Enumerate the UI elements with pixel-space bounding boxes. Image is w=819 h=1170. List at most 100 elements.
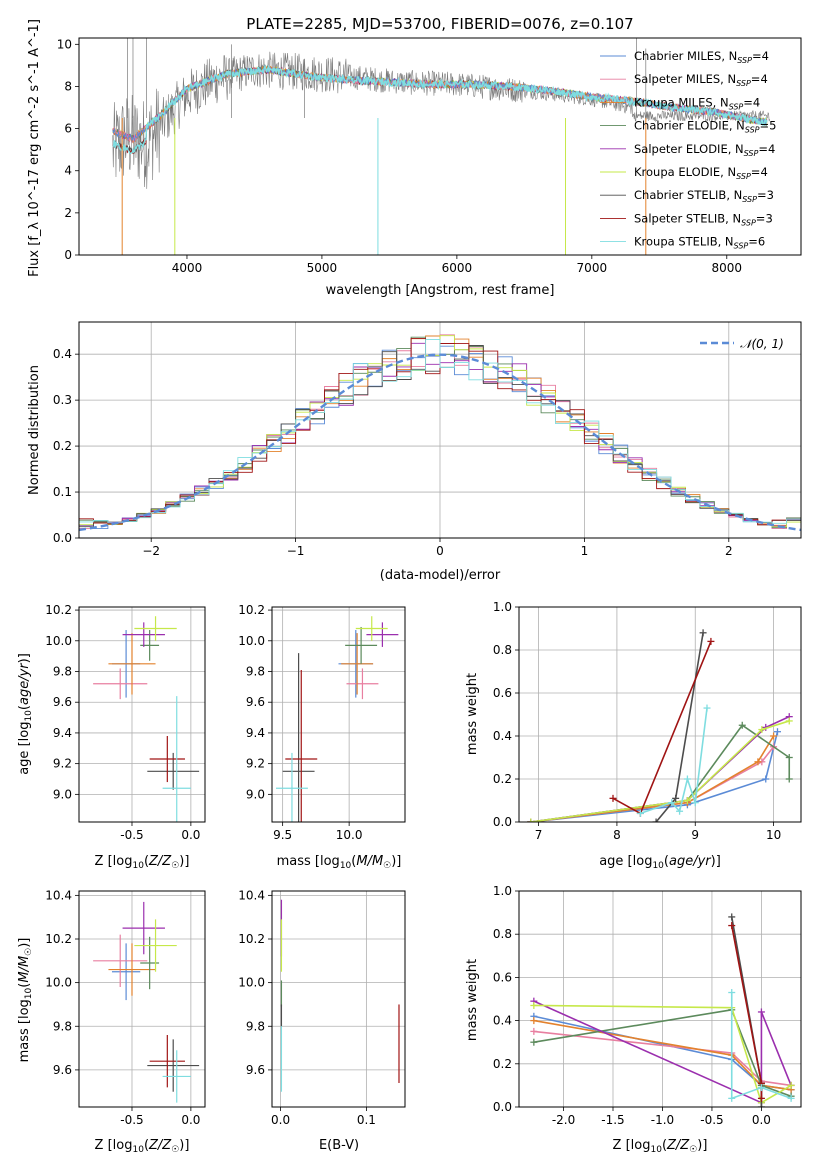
mass-weight-line	[533, 1008, 792, 1097]
label-part: 10	[652, 861, 664, 871]
x-tick-label: 0.1	[357, 1113, 376, 1127]
x-tick-label: 10	[766, 828, 781, 842]
y-tick-label: 0.4	[53, 347, 72, 361]
legend-eq: =	[748, 235, 758, 249]
x-axis-label: Z [log10(Z/Z☉)]	[95, 1138, 190, 1155]
x-tick-label: −1	[287, 544, 305, 558]
chart-title: PLATE=2285, MJD=53700, FIBERID=0076, z=0…	[246, 15, 633, 33]
plot-area	[112, 38, 770, 255]
legend-model: Kroupa ELODIE	[634, 165, 720, 179]
mass-weight-line	[640, 707, 708, 815]
label-part: ☉	[689, 1145, 697, 1155]
x-tick-label: 7000	[577, 261, 608, 275]
label-part: )]	[17, 653, 32, 663]
y-tick-label: 10.0	[45, 976, 72, 990]
y-axis-label: mass weight	[465, 959, 480, 1041]
x-axis-label: Z [log10(Z/Z☉)]	[613, 1138, 708, 1155]
x-axis-label: age [log10(age/yr)]	[599, 854, 721, 871]
label-part: Z [log	[95, 1138, 133, 1153]
label-part: (	[351, 854, 356, 869]
y-tick-label: 10.2	[45, 603, 72, 617]
label-part: Z [log	[95, 854, 133, 869]
legend-subscript: SSP	[734, 242, 749, 251]
plot-area	[93, 901, 200, 1103]
y-axis-label: mass weight	[465, 673, 480, 755]
label-part: )]	[391, 854, 401, 869]
x-tick-label: 2	[725, 544, 733, 558]
mass-weight-line	[533, 1030, 792, 1087]
legend-n: 5	[769, 119, 776, 133]
y-tick-label: 9.6	[246, 695, 265, 709]
legend-eq: =	[758, 142, 768, 156]
y-axis-label: Normed distribution	[27, 365, 42, 495]
legend-n-symbol: , N	[718, 235, 734, 249]
legend-subscript: SSP	[745, 126, 760, 135]
legend-entry: Chabrier ELODIE, NSSP=5	[634, 119, 776, 135]
y-tick-label: 10	[57, 37, 72, 51]
y-tick-label: 9.0	[53, 787, 72, 801]
legend-n: 4	[753, 95, 760, 109]
x-tick-label: -0.5	[120, 828, 143, 842]
axes-frame	[518, 890, 802, 1108]
legend-n-symbol: , N	[726, 188, 742, 202]
axes-frame	[78, 37, 802, 256]
y-tick-label: 1.0	[493, 884, 512, 898]
y-tick-label: 9.6	[53, 1063, 72, 1077]
x-tick-label: 0.0	[181, 1113, 200, 1127]
y-tick-label: 1.0	[493, 600, 512, 614]
legend-n: 4	[760, 72, 767, 86]
label-part: )]	[697, 1138, 707, 1153]
y-tick-label: 0.0	[493, 1100, 512, 1114]
legend-n-symbol: , N	[720, 165, 736, 179]
y-tick-label: 10.2	[238, 932, 265, 946]
legend-n: 4	[762, 49, 769, 63]
label-part: Z/Z	[148, 1138, 172, 1153]
x-tick-label: 5000	[307, 261, 338, 275]
label-part: age/yr	[17, 662, 32, 705]
y-tick-label: 9.6	[246, 1063, 265, 1077]
y-tick-label: 0.4	[493, 729, 512, 743]
y-tick-label: 0.8	[493, 643, 512, 657]
y-tick-label: 10.4	[238, 888, 265, 902]
y-tick-label: 0.2	[53, 439, 72, 453]
legend-subscript: SSP	[736, 79, 751, 88]
x-tick-label: -1.0	[651, 1113, 674, 1127]
label-part: 10	[132, 861, 144, 871]
x-tick-label: 8000	[712, 261, 743, 275]
y-tick-label: 10.2	[45, 932, 72, 946]
y-tick-label: 9.2	[246, 757, 265, 771]
label-part: M/M	[356, 854, 383, 869]
label-part: ☉	[171, 1145, 179, 1155]
legend-entry: Kroupa MILES, NSSP=4	[634, 95, 760, 111]
legend-n-symbol: , N	[721, 49, 737, 63]
x-tick-label: -0.5	[700, 1113, 723, 1127]
legend-model: Kroupa STELIB	[634, 235, 718, 249]
label-part: 10	[24, 987, 34, 999]
plot-area	[93, 616, 200, 822]
legend-eq: =	[752, 49, 762, 63]
y-tick-label: 0.1	[53, 485, 72, 499]
legend-entry: Kroupa STELIB, NSSP=6	[634, 235, 765, 251]
x-tick-label: -2.0	[552, 1113, 575, 1127]
label-part: Z [log	[613, 1138, 651, 1153]
x-tick-label: 0.0	[271, 1113, 290, 1127]
y-tick-label: 9.8	[246, 1019, 265, 1033]
legend-eq: =	[743, 95, 753, 109]
plot-area	[275, 616, 399, 822]
y-tick-label: 9.4	[53, 726, 72, 740]
x-tick-label: 9.5	[273, 828, 292, 842]
y-tick-label: 10.0	[238, 634, 265, 648]
y-tick-label: 9.4	[246, 726, 265, 740]
panel-3: 9.5 10.0 9.0 9.2 9.4 9.6 9.8 10.0 10.2 mass [log1…	[238, 603, 406, 871]
x-axis-label: wavelength [Angstrom, rest frame]	[326, 283, 555, 298]
panel-7: -2.0 -1.5 -1.0 -0.5 0.0 0.0 0.2 0.4 0.6 0.8 1.0 Z […	[465, 884, 802, 1155]
y-axis-label: age [log10(age/yr)]	[17, 653, 34, 775]
x-axis-label: mass [log10(M/M☉)]	[277, 854, 402, 871]
x-tick-label: 10.0	[336, 828, 363, 842]
legend-model: Salpeter ELODIE	[634, 142, 728, 156]
mass-weight-line	[530, 720, 790, 822]
plot-area	[280, 899, 400, 1092]
x-tick-label: 0.0	[752, 1113, 771, 1127]
